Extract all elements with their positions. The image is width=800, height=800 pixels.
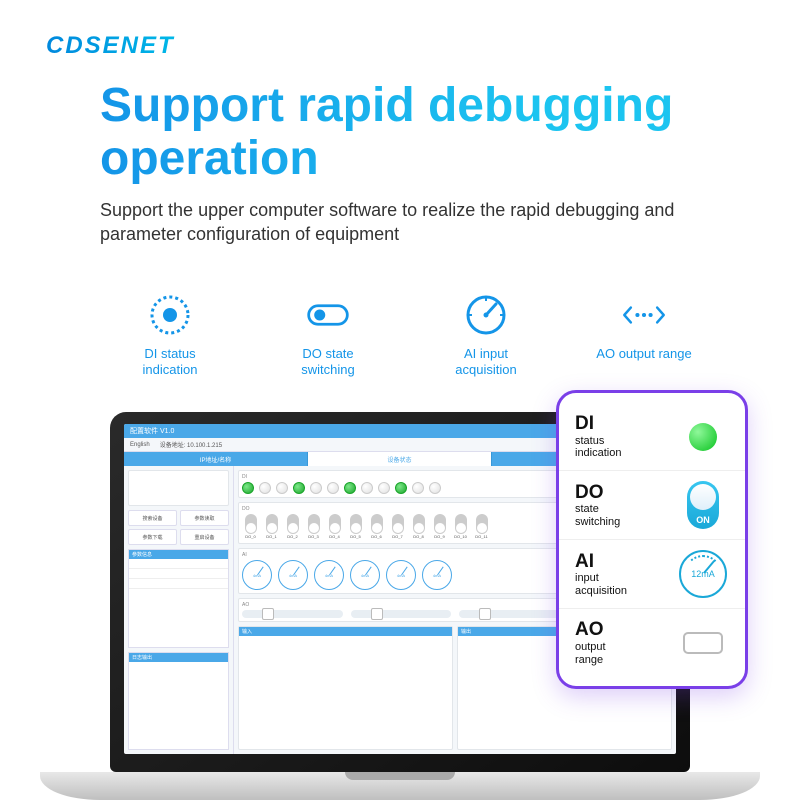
brand-logo: CDSENET <box>46 32 175 60</box>
ao-slider[interactable] <box>242 610 343 618</box>
di-status-feature: DI status indication <box>120 292 220 379</box>
di-led <box>310 482 322 494</box>
do-switch[interactable]: DO_3 <box>305 514 322 540</box>
di-led <box>378 482 390 494</box>
param-row <box>129 569 228 579</box>
feature-row: DI status indication DO state switching … <box>120 292 694 379</box>
ao-output-feature: AO output range <box>594 292 694 379</box>
di-led <box>293 482 305 494</box>
toolbar-lang[interactable]: English <box>130 442 150 448</box>
ai-gauge: 4mA <box>350 560 380 590</box>
btn-search[interactable]: 搜索设备 <box>128 510 177 526</box>
callout-ai: AI input acquisition 12mA <box>559 540 745 609</box>
feature-label: DI status indication <box>120 346 220 379</box>
do-switch[interactable]: DO_2 <box>284 514 301 540</box>
di-led <box>259 482 271 494</box>
do-switch[interactable]: DO_9 <box>431 514 448 540</box>
ao-slider[interactable] <box>351 610 452 618</box>
do-switch[interactable]: DO_0 <box>242 514 259 540</box>
param-section-header: 参数信息 <box>129 550 228 559</box>
callout-do-line2: switching <box>575 516 620 529</box>
di-led <box>412 482 424 494</box>
ai-gauge: 4mA <box>242 560 272 590</box>
do-switch[interactable]: DO_1 <box>263 514 280 540</box>
toggle-icon <box>305 292 351 338</box>
di-led <box>276 482 288 494</box>
callout-ai-line1: input <box>575 572 627 585</box>
input-log-panel: 输入 <box>238 626 453 750</box>
log-section-header: 日志输出 <box>129 653 228 662</box>
callout-di: DI status indication <box>559 403 745 471</box>
range-arrows-icon <box>621 292 667 338</box>
callout-ao-line2: range <box>575 654 606 667</box>
btn-restart[interactable]: 重启设备 <box>180 529 229 545</box>
di-led <box>395 482 407 494</box>
param-section: 参数信息 <box>128 549 229 648</box>
do-switch[interactable]: DO_10 <box>452 514 469 540</box>
callout-do-big: DO <box>575 482 620 504</box>
dotted-circle-icon <box>147 292 193 338</box>
callout-ai-big: AI <box>575 551 627 573</box>
toggle-on-icon: ON <box>687 481 719 529</box>
do-state-feature: DO state switching <box>278 292 378 379</box>
ai-gauge: 4mA <box>278 560 308 590</box>
param-row <box>129 579 228 589</box>
callout-di-big: DI <box>575 413 621 435</box>
di-led <box>344 482 356 494</box>
device-list-box[interactable] <box>128 470 229 506</box>
callout-di-line2: indication <box>575 447 621 460</box>
callout-ao-big: AO <box>575 619 606 641</box>
feature-label: AO output range <box>596 346 691 362</box>
callout-ao-line1: output <box>575 641 606 654</box>
ai-input-feature: AI input acquisition <box>436 292 536 379</box>
green-dot-icon <box>689 423 717 451</box>
callout-di-line1: status <box>575 435 621 448</box>
callout-ai-line2: acquisition <box>575 585 627 598</box>
btn-read[interactable]: 参数读取 <box>180 510 229 526</box>
di-led <box>429 482 441 494</box>
laptop-base <box>40 772 760 800</box>
do-switch[interactable]: DO_8 <box>410 514 427 540</box>
gauge-big-icon: 12mA <box>679 550 727 598</box>
di-led <box>361 482 373 494</box>
callout-card: DI status indication DO state switching … <box>556 390 748 689</box>
tab-ip[interactable]: IP地址/名称 <box>124 452 308 466</box>
ai-gauge: 4mA <box>422 560 452 590</box>
do-switch[interactable]: DO_11 <box>473 514 490 540</box>
do-switch[interactable]: DO_4 <box>326 514 343 540</box>
toolbar-address: 设备地址: 10.100.1.215 <box>160 440 222 449</box>
feature-label: DO state switching <box>278 346 378 379</box>
di-led <box>327 482 339 494</box>
gauge-icon <box>463 292 509 338</box>
callout-do-line1: state <box>575 503 620 516</box>
log-section: 日志输出 <box>128 652 229 751</box>
di-led <box>242 482 254 494</box>
webcam <box>396 415 404 419</box>
action-buttons: 搜索设备 参数读取 参数下载 重启设备 <box>128 510 229 545</box>
ao-slider[interactable] <box>459 610 560 618</box>
input-log-header: 输入 <box>239 627 452 636</box>
do-switch[interactable]: DO_5 <box>347 514 364 540</box>
app-left-panel: 搜索设备 参数读取 参数下载 重启设备 参数信息 日志输出 <box>124 466 234 754</box>
subheadline: Support the upper computer software to r… <box>100 198 700 247</box>
tab-status[interactable]: 设备状态 <box>308 452 492 466</box>
do-switch[interactable]: DO_6 <box>368 514 385 540</box>
btn-download[interactable]: 参数下载 <box>128 529 177 545</box>
headline-text: Support rapid debugging operation <box>100 80 720 186</box>
ai-gauge: 4mA <box>386 560 416 590</box>
callout-ao: AO output range <box>559 609 745 676</box>
param-row <box>129 559 228 569</box>
do-switch[interactable]: DO_7 <box>389 514 406 540</box>
range-box-icon <box>683 632 723 654</box>
headline: Support rapid debugging operation <box>100 80 720 186</box>
callout-do: DO state switching ON <box>559 471 745 540</box>
ai-gauge: 4mA <box>314 560 344 590</box>
feature-label: AI input acquisition <box>436 346 536 379</box>
